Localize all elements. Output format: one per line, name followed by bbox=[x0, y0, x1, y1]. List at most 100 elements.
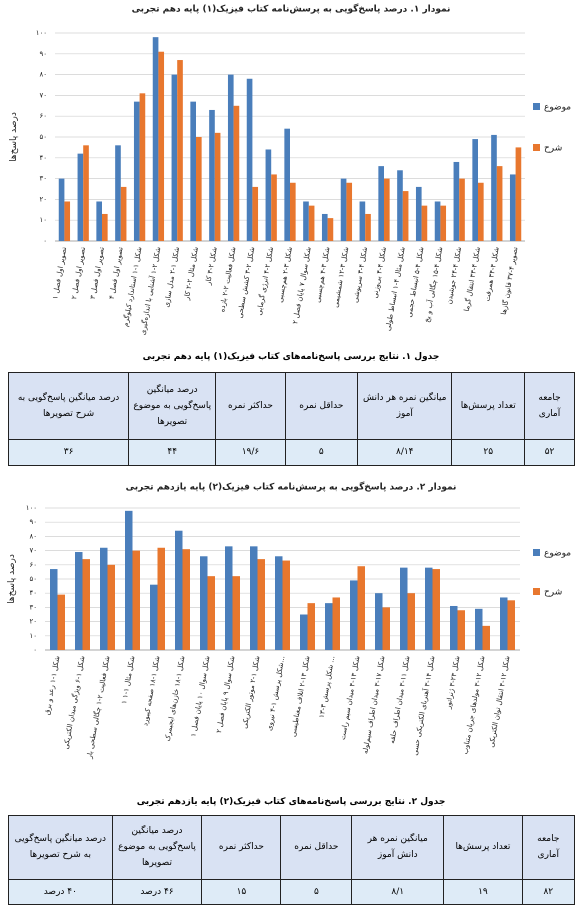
bar bbox=[50, 569, 58, 650]
legend-label: شرح bbox=[544, 588, 562, 598]
y-tick-label: ۹۰ bbox=[39, 50, 47, 58]
x-tick-label: شکل ۱-۱۸ صفحه کیبورد bbox=[141, 655, 161, 726]
bar bbox=[415, 186, 422, 241]
bar bbox=[246, 78, 253, 241]
header-cell: درصد میانگین پاسخ‌گویی به شرح تصویرها bbox=[8, 815, 113, 880]
bar bbox=[232, 576, 240, 650]
x-tick-label: شکل پرسش ۱-۴ نیروی... bbox=[265, 655, 286, 731]
bar bbox=[77, 153, 84, 241]
y-tick-label: ۲۰ bbox=[39, 195, 47, 203]
bar bbox=[496, 166, 503, 241]
bar bbox=[407, 593, 415, 650]
data-cell: ۸/۱۴ bbox=[357, 438, 453, 467]
bar bbox=[440, 205, 447, 241]
bar bbox=[459, 178, 465, 241]
data-cell: ۳۶ bbox=[7, 438, 130, 467]
bar bbox=[397, 170, 403, 241]
bar bbox=[190, 101, 196, 241]
bar bbox=[275, 556, 283, 650]
bar bbox=[58, 178, 65, 241]
bar bbox=[509, 174, 516, 241]
x-tick-label: شکل ۱-۲ مدل سازی bbox=[163, 246, 182, 308]
bar bbox=[307, 603, 315, 650]
y-tick-label: ۳۰ bbox=[39, 175, 47, 183]
bar bbox=[177, 60, 183, 241]
y-tick-label: ۴۰ bbox=[29, 589, 37, 597]
y-tick-label: ۷۰ bbox=[39, 91, 47, 99]
bar bbox=[100, 547, 108, 650]
x-tick-label: شکل ۴-۳ سرپوشی bbox=[351, 246, 369, 303]
legend-swatch bbox=[533, 588, 540, 595]
x-tick-label: شکل ۱۳-۴ میدان سیم راست bbox=[339, 655, 362, 740]
bar bbox=[64, 201, 71, 241]
bar bbox=[384, 178, 390, 241]
bar bbox=[83, 145, 89, 241]
bar bbox=[252, 186, 259, 241]
bar bbox=[375, 593, 383, 650]
bar bbox=[196, 137, 202, 241]
x-tick-label: شکل ۴-۴ بی‌وزنی bbox=[371, 246, 388, 299]
chart: نمودار ۱. درصد پاسخ‌گویی به پرسش‌نامه کت… bbox=[9, 3, 571, 336]
bar bbox=[425, 567, 433, 650]
x-tick-label: شکل فعالیت ۲-۲ بازده bbox=[218, 246, 237, 313]
legend-swatch bbox=[533, 144, 540, 151]
bar bbox=[158, 51, 165, 241]
bar bbox=[491, 134, 497, 241]
x-tick-label: شکل ۱-۲ موتور الکتریکی bbox=[241, 655, 262, 729]
data-cell: ۱۹/۶ bbox=[215, 438, 286, 467]
bar bbox=[308, 205, 315, 241]
bar bbox=[233, 105, 240, 241]
bar bbox=[478, 182, 484, 241]
y-tick-label: ۴۰ bbox=[39, 154, 47, 162]
bar bbox=[515, 147, 522, 241]
bar bbox=[82, 559, 90, 650]
legend-label: موضوع bbox=[544, 103, 571, 113]
header-cell: حداقل نمره bbox=[280, 815, 353, 880]
y-tick-label: ۸۰ bbox=[39, 71, 47, 79]
data-row: ۵۲ ۲۵ ۸/۱۴ ۵ ۱۹/۶ ۴۴ ۳۶ bbox=[7, 438, 575, 467]
data-cell: ۴۰ درصد bbox=[8, 878, 113, 906]
bar bbox=[450, 605, 458, 650]
x-tick-label: شکل ۱۴-۳ آهنربای الکتریکی حسی bbox=[410, 655, 436, 756]
bar bbox=[325, 603, 333, 650]
bar bbox=[125, 510, 133, 650]
data-cell: ۵ bbox=[280, 878, 353, 906]
bar bbox=[152, 37, 159, 241]
data-cell: ۵ bbox=[284, 438, 359, 467]
bar bbox=[482, 625, 490, 650]
x-tick-label: شکل ۲۳-۳ ژنراتور bbox=[444, 655, 461, 710]
x-tick-label: شکل ۲-۴ انرژی گرمایی bbox=[254, 246, 275, 316]
header-cell: حداقل نمره bbox=[284, 372, 359, 440]
y-tick-label: ۱۰۰ bbox=[36, 29, 47, 37]
table-title: جدول ۲. نتایج بررسی پاسخ‌نامه‌های کتاب ف… bbox=[136, 797, 446, 807]
bar bbox=[225, 546, 233, 650]
header-cell: جامعه آماری bbox=[521, 815, 576, 880]
bar bbox=[214, 132, 221, 241]
legend-label: موضوع bbox=[544, 549, 571, 559]
bar bbox=[171, 74, 178, 241]
x-tick-label: تصویر اول فصل ۴ bbox=[108, 246, 125, 300]
y-tick-label: ۶۰ bbox=[29, 561, 37, 569]
x-tick-label: شکل ۴-۲۴ جوشیدن bbox=[445, 246, 463, 305]
bar bbox=[284, 128, 290, 241]
y-tick-label: ۱۰ bbox=[39, 216, 47, 224]
bar bbox=[75, 552, 83, 650]
x-tick-label: شکل سوال ۱۰ پایان فصل ۱ bbox=[189, 655, 211, 737]
bar bbox=[102, 213, 108, 241]
bar bbox=[365, 213, 371, 241]
data-cell: ۸/۱ bbox=[351, 878, 445, 906]
y-tick-label: ۵۰ bbox=[29, 575, 37, 583]
y-axis-label: درصد پاسخ‌ها bbox=[7, 554, 17, 604]
x-tick-label: شکل مثال ۲-۲ کار bbox=[183, 246, 200, 301]
header-cell: تعداد پرسش‌ها bbox=[443, 815, 523, 880]
data-cell: ۴۶ درصد bbox=[111, 878, 203, 906]
x-tick-label: شکل ۱-۱ رعد و برق bbox=[43, 655, 61, 715]
bar bbox=[115, 145, 121, 241]
bar bbox=[209, 109, 215, 242]
bar bbox=[378, 166, 384, 241]
data-cell: ۴۴ bbox=[128, 438, 217, 467]
bar bbox=[257, 559, 265, 650]
legend-swatch bbox=[533, 549, 540, 556]
legend-swatch bbox=[533, 103, 540, 110]
x-tick-label: شکل ۴-۵ انبساط حجمی bbox=[405, 246, 425, 318]
